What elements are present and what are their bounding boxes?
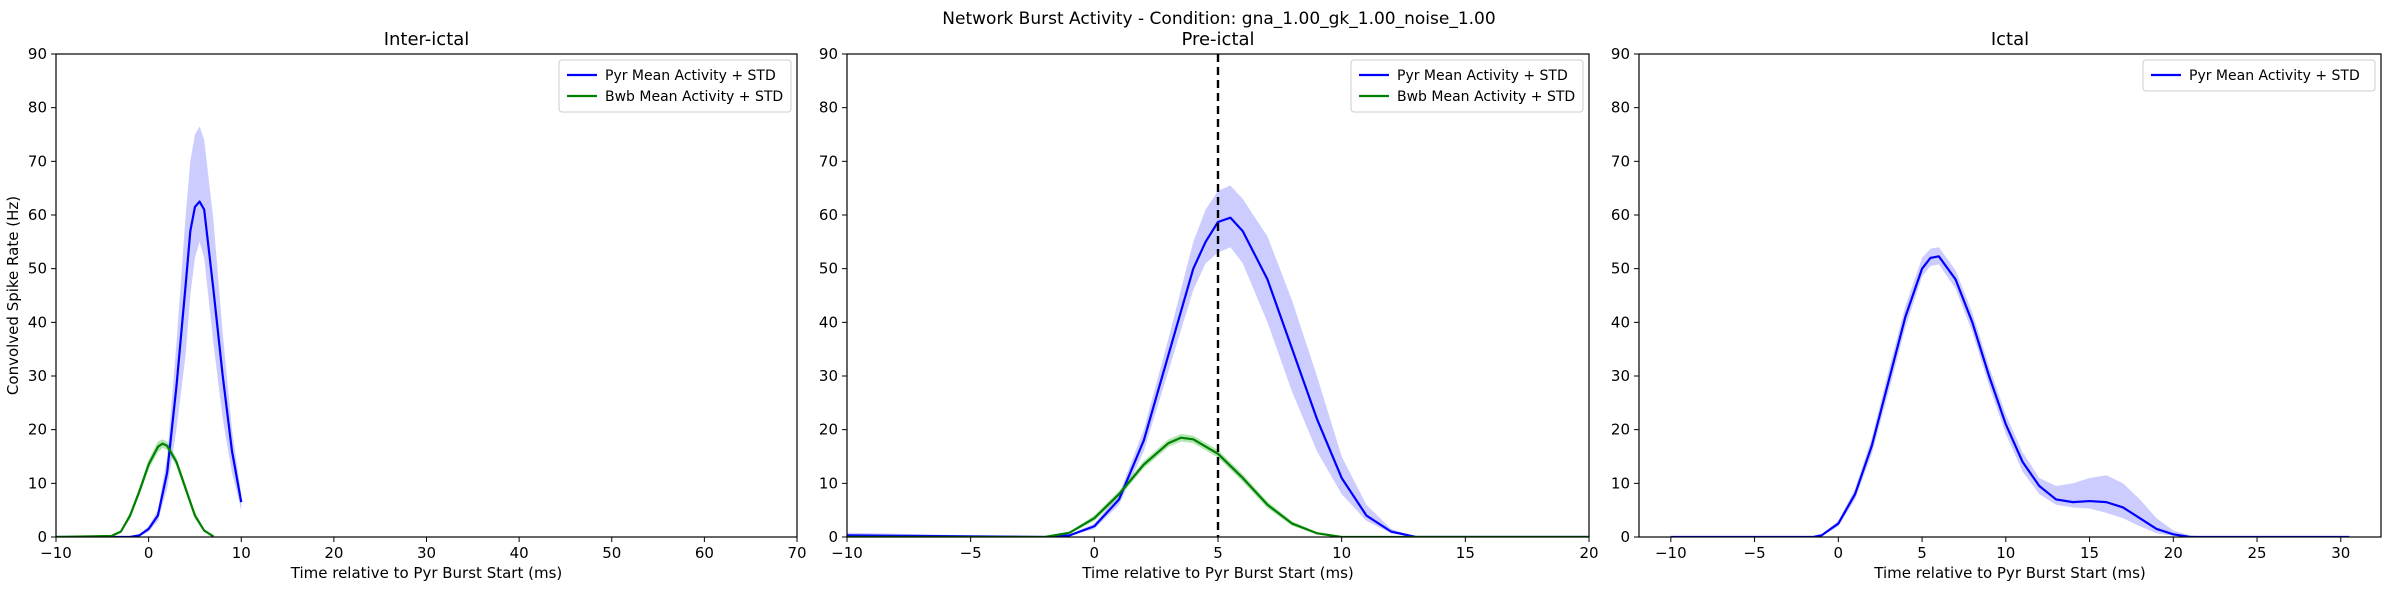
y-tick-label: 50 <box>1611 260 1630 278</box>
legend-box <box>1350 59 1584 113</box>
y-tick-label: 40 <box>819 313 838 331</box>
x-tick-label: 20 <box>1579 544 1598 562</box>
x-tick-label: 30 <box>417 544 436 562</box>
y-tick-label: 70 <box>819 152 838 170</box>
legend: Pyr Mean Activity + STD Bwb Mean Activity… <box>558 59 792 113</box>
x-tick-label: −5 <box>1744 544 1766 562</box>
x-tick-label: −10 <box>831 544 863 562</box>
y-axis-label: Convolved Spike Rate (Hz) <box>4 196 22 395</box>
x-tick-label: −5 <box>960 544 982 562</box>
x-tick-label: 10 <box>1996 544 2015 562</box>
y-tick-label: 0 <box>828 528 838 546</box>
y-tick-label: 0 <box>1620 528 1630 546</box>
legend-label: Bwb Mean Activity + STD <box>605 89 783 105</box>
x-axis-label: Time relative to Pyr Burst Start (ms) <box>290 564 562 582</box>
x-tick-label: 40 <box>510 544 529 562</box>
plot-area <box>847 54 1589 537</box>
y-tick-label: 30 <box>28 367 47 385</box>
x-tick-label: 25 <box>2248 544 2267 562</box>
std-band-pyr <box>1670 247 2350 537</box>
legend-box <box>2142 59 2376 92</box>
plot-area <box>56 126 243 537</box>
std-band-bwb <box>56 439 214 537</box>
subplot-3: −10 −5 0 5 10 15 20 25 30 0 10 20 30 40 50 60 70 80 90 Icta… <box>1611 29 2382 582</box>
y-tick-label: 90 <box>28 45 47 63</box>
series-line-pyr <box>56 200 243 537</box>
legend-box <box>558 59 792 113</box>
y-tick-label: 60 <box>1611 206 1630 224</box>
x-tick-label: 70 <box>787 544 806 562</box>
y-tick-label: 60 <box>819 206 838 224</box>
x-axis-label: Time relative to Pyr Burst Start (ms) <box>1081 564 1353 582</box>
axes-frame <box>1638 53 2382 538</box>
y-tick-label: 50 <box>819 260 838 278</box>
x-tick-label: −10 <box>40 544 72 562</box>
y-tick-label: 40 <box>1611 313 1630 331</box>
legend-label: Pyr Mean Activity + STD <box>605 68 776 84</box>
y-tick-label: 90 <box>1611 45 1630 63</box>
legend-label: Bwb Mean Activity + STD <box>1397 89 1575 105</box>
y-tick-label: 80 <box>819 99 838 117</box>
series-line-pyr <box>1670 255 2350 537</box>
x-tick-label: 0 <box>1834 544 1844 562</box>
y-tick-label: 90 <box>819 45 838 63</box>
x-tick-label: 0 <box>1090 544 1100 562</box>
y-tick-label: 20 <box>28 421 47 439</box>
series-line-bwb <box>56 442 215 537</box>
y-tick-label: 30 <box>819 367 838 385</box>
y-tick-label: 10 <box>819 474 838 492</box>
subplot-title: Pre-ictal <box>1181 29 1254 50</box>
series-line-pyr <box>847 216 1589 537</box>
x-tick-label: 0 <box>144 544 154 562</box>
y-tick-label: 10 <box>1611 474 1630 492</box>
y-tick-label: 70 <box>28 152 47 170</box>
std-band-pyr <box>56 126 242 537</box>
subplot-2: −10 −5 0 5 10 15 20 0 10 20 30 40 50 60 70 80 90 Pre-icta… <box>819 29 1599 582</box>
series-line-bwb <box>847 436 1589 537</box>
x-axis-label: Time relative to Pyr Burst Start (ms) <box>1873 564 2145 582</box>
y-tick-label: 80 <box>1611 99 1630 117</box>
legend-label: Pyr Mean Activity + STD <box>1397 68 1568 84</box>
x-tick-label: 50 <box>602 544 621 562</box>
y-tick-label: 30 <box>1611 367 1630 385</box>
x-tick-label: 20 <box>2164 544 2183 562</box>
subplot-title: Ictal <box>1991 29 2029 50</box>
subplot-1: −10 0 10 20 30 40 50 60 700102030405060708090Int… <box>4 29 807 582</box>
y-tick-label: 60 <box>28 206 47 224</box>
legend: Pyr Mean Activity + STD <box>2142 59 2376 92</box>
x-tick-label: 30 <box>2331 544 2350 562</box>
y-tick-label: 40 <box>28 313 47 331</box>
x-tick-label: 5 <box>1213 544 1223 562</box>
legend: Pyr Mean Activity + STD Bwb Mean Activity… <box>1350 59 1584 113</box>
y-tick-label: 80 <box>28 99 47 117</box>
y-tick-label: 70 <box>1611 152 1630 170</box>
x-tick-label: 15 <box>1456 544 1475 562</box>
x-tick-label: 15 <box>2080 544 2099 562</box>
y-tick-label: 20 <box>1611 421 1630 439</box>
x-tick-label: 20 <box>324 544 343 562</box>
y-tick-label: 0 <box>37 528 47 546</box>
plot-area <box>1670 247 2350 537</box>
y-tick-label: 10 <box>28 474 47 492</box>
y-tick-label: 20 <box>819 421 838 439</box>
legend-label: Pyr Mean Activity + STD <box>2189 68 2360 84</box>
x-tick-label: 5 <box>1917 544 1927 562</box>
x-tick-label: 60 <box>695 544 714 562</box>
x-tick-label: 10 <box>1332 544 1351 562</box>
x-tick-label: 10 <box>232 544 251 562</box>
y-tick-label: 50 <box>28 260 47 278</box>
figure-suptitle: Network Burst Activity - Condition: gna_… <box>942 9 1495 29</box>
subplot-title: Inter-ictal <box>384 29 470 50</box>
x-tick-label: −10 <box>1655 544 1687 562</box>
